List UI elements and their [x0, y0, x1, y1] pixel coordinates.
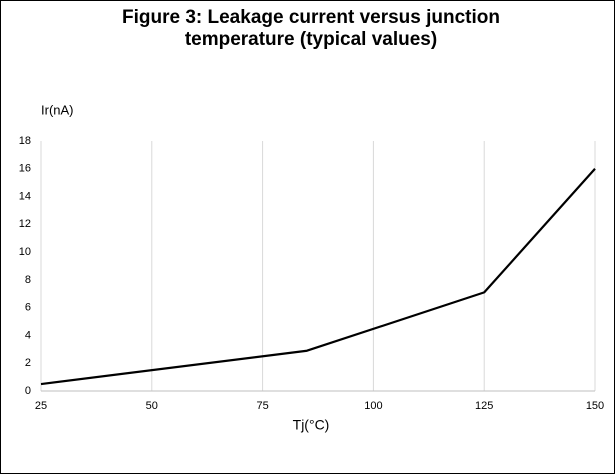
- data-line: [40, 168, 596, 386]
- y-tick-label: 2: [25, 357, 31, 369]
- x-axis-label: Tj(°C): [293, 417, 330, 433]
- y-tick-label: 10: [19, 246, 31, 258]
- x-tick-label: 25: [35, 400, 47, 412]
- y-tick-label: 8: [25, 274, 31, 286]
- y-tick-label: 4: [25, 329, 31, 341]
- y-tick-label: 14: [19, 190, 31, 202]
- y-tick-label: 6: [25, 302, 31, 314]
- y-axis-label: Ir(nA): [41, 102, 74, 117]
- x-tick-label: 150: [586, 400, 604, 412]
- x-tick-label: 75: [256, 400, 268, 412]
- y-tick-label: 0: [25, 385, 31, 397]
- y-tick-label: 18: [19, 135, 31, 147]
- x-tick-label: 125: [475, 400, 493, 412]
- chart-title: Figure 3: Leakage current versus junctio…: [122, 7, 500, 50]
- x-tick-label: 100: [364, 400, 382, 412]
- y-tick-label: 16: [19, 163, 31, 175]
- y-tick-label: 12: [19, 218, 31, 230]
- x-tick-label: 50: [146, 400, 158, 412]
